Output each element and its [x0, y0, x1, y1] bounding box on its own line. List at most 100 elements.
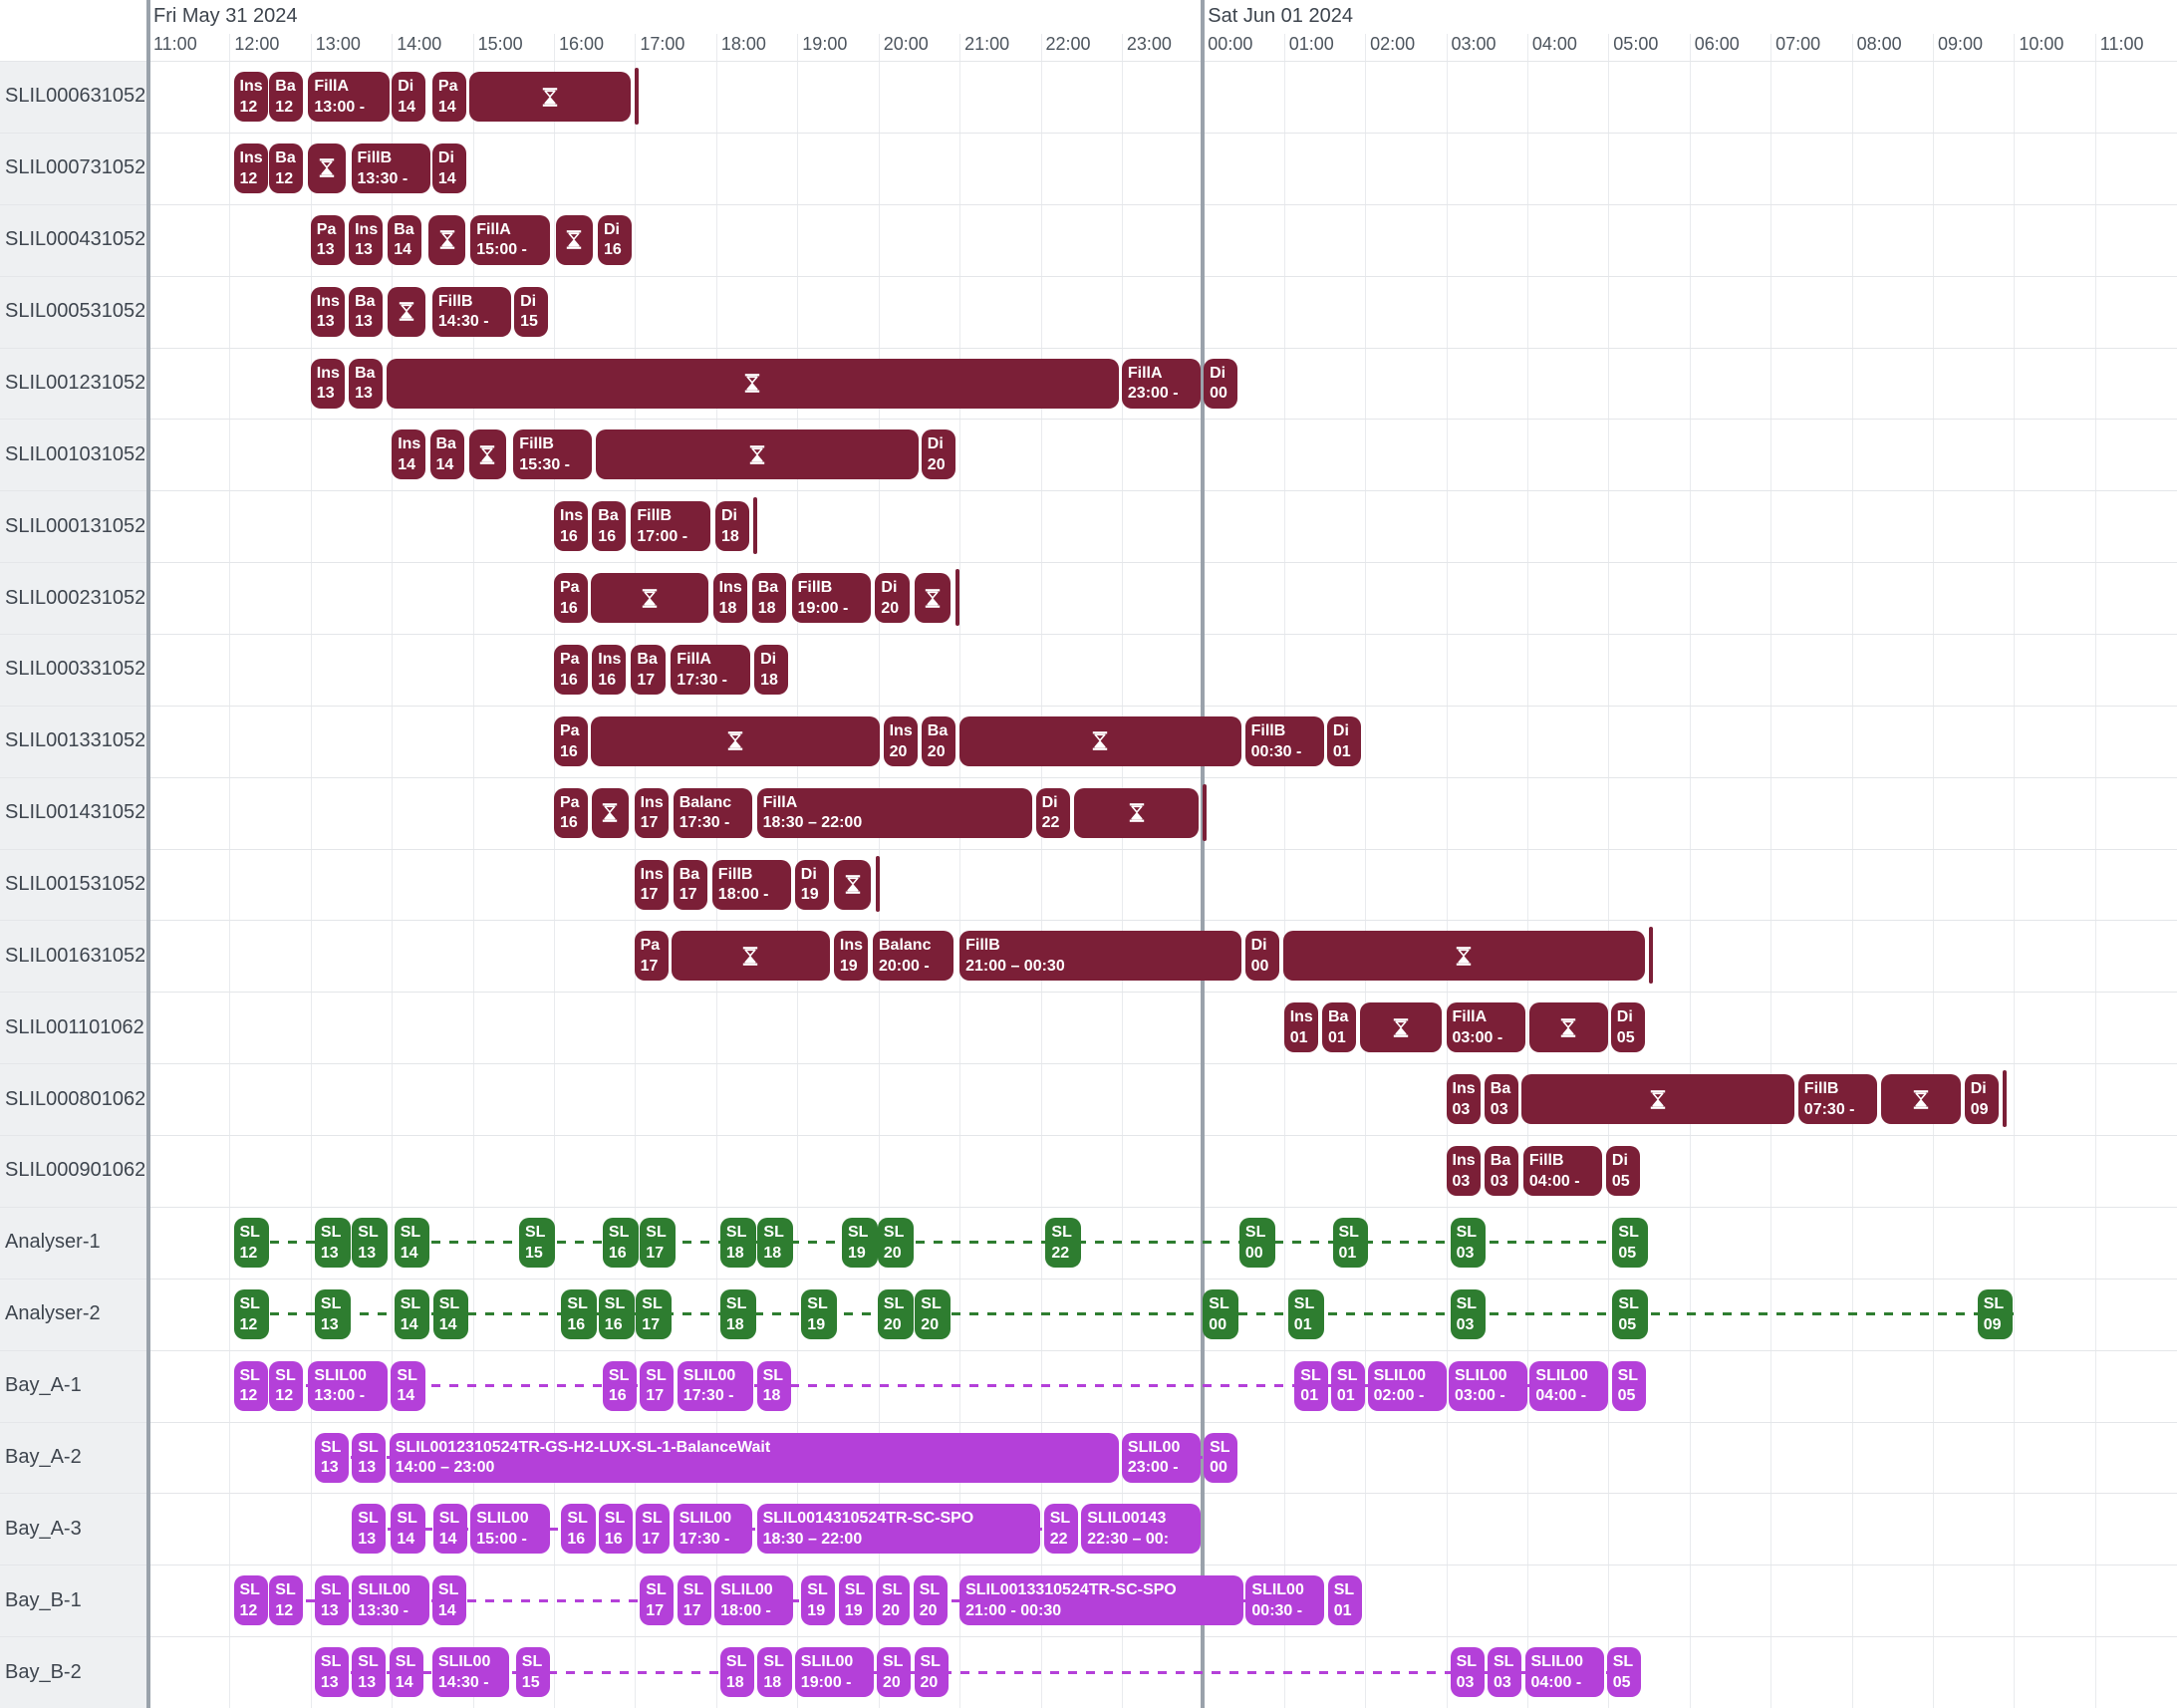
task-block[interactable]: SL 12	[269, 1575, 304, 1626]
task-block[interactable]: SL 01	[1287, 1288, 1324, 1339]
wait-bar[interactable]	[386, 358, 1120, 409]
task-block[interactable]: Ba 20	[921, 715, 955, 766]
task-block[interactable]: SL 17	[640, 1217, 677, 1268]
task-block[interactable]: FillB 18:00 -	[711, 859, 791, 910]
task-block[interactable]: Ba 16	[592, 501, 627, 552]
task-block[interactable]: SL 17	[640, 1360, 675, 1411]
task-block[interactable]: Ins 20	[883, 715, 918, 766]
wait-bar[interactable]	[1880, 1074, 1961, 1125]
task-block[interactable]: Ba 01	[1322, 1002, 1357, 1053]
task-block[interactable]: Di 16	[598, 214, 633, 265]
task-block[interactable]: SL 20	[914, 1647, 949, 1698]
task-block[interactable]: SL 18	[719, 1647, 755, 1698]
task-block[interactable]: SL 17	[677, 1575, 711, 1626]
task-block[interactable]: Ins 14	[392, 429, 426, 480]
task-block[interactable]: FillA 13:00 -	[308, 72, 390, 122]
task-block[interactable]: Ins 13	[310, 358, 345, 409]
task-block[interactable]: SL 01	[1327, 1575, 1362, 1626]
task-block[interactable]: SL 20	[876, 1575, 911, 1626]
task-block[interactable]: Di 01	[1326, 715, 1362, 766]
task-block[interactable]: Ba 12	[269, 72, 304, 122]
wait-bar[interactable]	[914, 573, 952, 624]
wait-bar[interactable]	[469, 72, 632, 122]
task-block[interactable]: FillA 17:30 -	[671, 645, 751, 695]
task-block[interactable]: SL 03	[1450, 1217, 1487, 1268]
task-block[interactable]: Ins 19	[833, 931, 869, 982]
task-block[interactable]: SL 18	[719, 1217, 756, 1268]
task-block[interactable]: SL 12	[233, 1217, 270, 1268]
task-block[interactable]: SLIL00 23:00 -	[1121, 1432, 1201, 1483]
task-block[interactable]: Ins 13	[349, 214, 384, 265]
task-block[interactable]: Di 20	[921, 429, 955, 480]
wait-bar[interactable]	[1073, 787, 1200, 838]
task-block[interactable]: SL 09	[1977, 1288, 2014, 1339]
task-block[interactable]: SLIL00 18:00 -	[714, 1575, 794, 1626]
task-block[interactable]: SL 22	[1045, 1217, 1082, 1268]
wait-bar[interactable]	[1360, 1002, 1443, 1053]
task-block[interactable]: Ba 14	[388, 214, 422, 265]
task-block[interactable]: SLIL00 04:00 -	[1524, 1647, 1604, 1698]
task-block[interactable]: FillB 00:30 -	[1244, 715, 1324, 766]
task-block[interactable]: SL 13	[314, 1647, 350, 1698]
task-block[interactable]: Ins 17	[634, 859, 669, 910]
task-block[interactable]: SL 03	[1488, 1647, 1522, 1698]
task-block[interactable]: Pa 16	[554, 645, 589, 695]
task-block[interactable]: SLIL00 19:00 -	[794, 1647, 874, 1698]
task-block[interactable]: FillA 18:30 – 22:00	[756, 787, 1033, 838]
task-block[interactable]: SL 14	[431, 1575, 467, 1626]
task-block[interactable]: SLIL00 15:00 -	[470, 1504, 550, 1555]
task-block[interactable]: Di 18	[715, 501, 750, 552]
task-block[interactable]: SL 12	[233, 1575, 268, 1626]
wait-bar[interactable]	[959, 715, 1241, 766]
task-block[interactable]: SL 19	[801, 1288, 838, 1339]
wait-bar[interactable]	[468, 429, 506, 480]
task-block[interactable]: Ba 13	[349, 286, 384, 337]
task-block[interactable]: SL 17	[636, 1288, 673, 1339]
task-block[interactable]: Ins 03	[1446, 1074, 1481, 1125]
task-block[interactable]: SL 20	[877, 1217, 914, 1268]
task-block[interactable]: SLIL00 13:30 -	[352, 1575, 429, 1626]
task-block[interactable]: SL 00	[1204, 1432, 1238, 1483]
task-block[interactable]: Ins 13	[310, 286, 345, 337]
task-block[interactable]: Ba 18	[751, 573, 786, 624]
task-block[interactable]: Ins 17	[634, 787, 669, 838]
task-block[interactable]: Di 09	[1964, 1074, 1999, 1125]
task-block[interactable]: SL 01	[1330, 1360, 1366, 1411]
task-block[interactable]: SL 15	[515, 1647, 550, 1698]
task-block[interactable]: SL 14	[389, 1647, 423, 1698]
task-block[interactable]: Pa 14	[431, 72, 467, 122]
task-block[interactable]: FillB 07:30 -	[1797, 1074, 1877, 1125]
task-block[interactable]: SL 00	[1203, 1288, 1239, 1339]
task-block[interactable]: SL 16	[561, 1504, 596, 1555]
task-block[interactable]: Ins 12	[233, 72, 268, 122]
task-block[interactable]: SL 19	[842, 1217, 878, 1268]
task-block[interactable]: Di 22	[1035, 787, 1070, 838]
task-block[interactable]: SL 13	[352, 1647, 387, 1698]
task-block[interactable]: SL 01	[1332, 1217, 1369, 1268]
task-block[interactable]: FillB 17:00 -	[631, 501, 711, 552]
task-block[interactable]: SL 14	[391, 1360, 425, 1411]
task-block[interactable]: FillB 21:00 – 00:30	[959, 931, 1241, 982]
wait-bar[interactable]	[388, 286, 425, 337]
task-block[interactable]: FillB 15:30 -	[513, 429, 593, 480]
task-block[interactable]: SL 13	[314, 1217, 351, 1268]
task-block[interactable]: SL 12	[233, 1288, 270, 1339]
task-block[interactable]: SL 13	[352, 1504, 387, 1555]
task-block[interactable]: SLIL00 17:30 -	[673, 1504, 752, 1555]
task-block[interactable]: SL 19	[838, 1575, 873, 1626]
task-block[interactable]: SLIL00 17:30 -	[677, 1360, 754, 1411]
task-block[interactable]: SLIL00 13:00 -	[308, 1360, 389, 1411]
task-block[interactable]: SLIL00 14:30 -	[431, 1647, 510, 1698]
task-block[interactable]: Di 05	[1605, 1146, 1641, 1196]
task-block[interactable]: SL 13	[314, 1432, 350, 1483]
task-block[interactable]: Ba 13	[349, 358, 384, 409]
task-block[interactable]: SLIL0013310524TR-SC-SPO 21:00 - 00:30	[959, 1575, 1243, 1626]
task-block[interactable]: Ins 03	[1446, 1146, 1481, 1196]
wait-bar[interactable]	[590, 715, 881, 766]
wait-bar[interactable]	[1528, 1002, 1608, 1053]
task-block[interactable]: SL 00	[1238, 1217, 1275, 1268]
wait-bar[interactable]	[672, 931, 830, 982]
task-block[interactable]: Ins 16	[592, 645, 627, 695]
wait-bar[interactable]	[833, 859, 872, 910]
task-block[interactable]: Di 19	[794, 859, 829, 910]
